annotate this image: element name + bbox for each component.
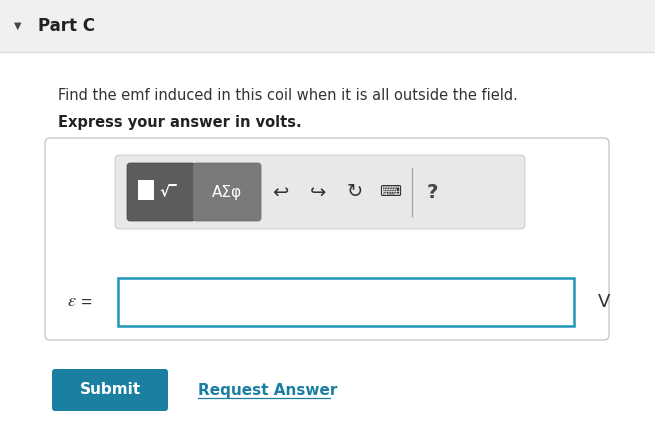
Text: ⌨: ⌨ (379, 184, 401, 200)
FancyBboxPatch shape (0, 52, 655, 421)
FancyBboxPatch shape (138, 180, 154, 200)
Text: Find the emf induced in this coil when it is all outside the field.: Find the emf induced in this coil when i… (58, 88, 518, 104)
Text: V: V (598, 293, 610, 311)
FancyBboxPatch shape (0, 0, 655, 52)
Text: ↪: ↪ (310, 182, 326, 202)
Text: Part C: Part C (38, 17, 95, 35)
Text: Express your answer in volts.: Express your answer in volts. (58, 115, 301, 130)
FancyBboxPatch shape (118, 278, 574, 326)
Text: Submit: Submit (79, 383, 141, 397)
Text: ↩: ↩ (272, 182, 288, 202)
FancyBboxPatch shape (127, 163, 195, 221)
Text: ?: ? (426, 182, 438, 202)
Text: Request Answer: Request Answer (198, 383, 337, 397)
Text: ΑΣφ: ΑΣφ (212, 184, 242, 200)
FancyBboxPatch shape (193, 163, 261, 221)
Text: ε =: ε = (68, 293, 92, 310)
Text: ↻: ↻ (346, 182, 363, 202)
Text: ▼: ▼ (14, 21, 22, 31)
FancyBboxPatch shape (52, 369, 168, 411)
FancyBboxPatch shape (115, 155, 525, 229)
Text: √‾: √‾ (159, 184, 177, 200)
FancyBboxPatch shape (45, 138, 609, 340)
